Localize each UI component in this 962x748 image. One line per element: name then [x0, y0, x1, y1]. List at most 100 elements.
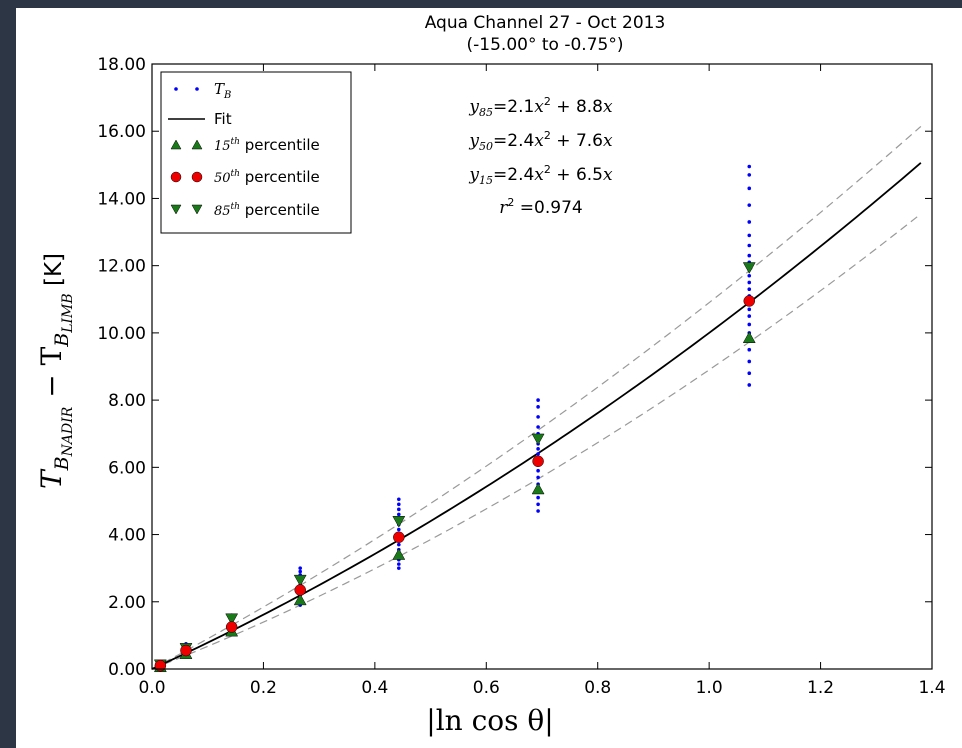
- tb-point: [536, 425, 540, 429]
- y-tick-label: 2.00: [108, 593, 146, 613]
- fit-curve-85: [151, 125, 922, 670]
- y-axis-label: TBNADIR − TBLIMB [K]: [35, 253, 76, 489]
- tb-point: [747, 371, 752, 376]
- tb-point: [747, 314, 752, 318]
- legend-label-p85: 85th percentile: [214, 201, 320, 219]
- legend-marker-tb-2: [195, 87, 199, 91]
- tb-point: [536, 495, 540, 500]
- p85-marker: [392, 516, 406, 528]
- tb-point: [536, 398, 540, 402]
- tb-point: [747, 273, 752, 278]
- tb-point: [536, 405, 540, 409]
- tb-point: [747, 347, 752, 352]
- legend-marker-p15-1: [170, 139, 182, 150]
- tb-point: [747, 287, 752, 291]
- y-tick-label: 10.00: [97, 324, 146, 344]
- p15-marker: [392, 548, 406, 560]
- legend-marker-p50-1: [170, 171, 182, 183]
- fit-equations: y85=2.1x2 + 8.8x y50=2.4x2 + 7.6x y15=2.…: [468, 95, 613, 218]
- x-tick-label: 0.0: [138, 678, 165, 698]
- x-tick-label: 1.4: [918, 678, 945, 698]
- legend-marker-p15-2: [191, 139, 203, 150]
- percentile-markers: [153, 262, 756, 673]
- p50-marker: [225, 621, 238, 633]
- x-axis-ticks: 0.0 0.2 0.4 0.6 0.8 1.0 1.2 1.4: [138, 64, 946, 698]
- x-tick-label: 0.6: [473, 678, 500, 698]
- tb-point: [747, 164, 752, 169]
- tb-point: [747, 307, 752, 312]
- tb-point: [397, 497, 401, 502]
- legend-label-p15: 15th percentile: [214, 136, 320, 154]
- tb-point: [397, 527, 401, 532]
- equation-85: y85=2.1x2 + 8.8x: [468, 95, 613, 119]
- fit-curve-15: [151, 213, 922, 670]
- equation-15: y15=2.4x2 + 6.5x: [468, 163, 613, 187]
- tb-point: [397, 512, 401, 517]
- p50-marker: [154, 659, 167, 672]
- chart-title: Aqua Channel 27 - Oct 2013: [425, 13, 666, 33]
- tb-point: [397, 542, 401, 547]
- tb-point: [298, 569, 303, 574]
- tb-point: [397, 507, 401, 512]
- y-axis-ticks: 0.00 2.00 4.00 6.00 8.00 10.00 12.00 14.00 16.00…: [97, 55, 932, 680]
- tb-point: [397, 502, 401, 507]
- tb-point: [747, 203, 752, 207]
- legend-marker-tb-1: [174, 87, 178, 91]
- y-tick-label: 16.00: [97, 122, 146, 142]
- tb-point: [747, 359, 752, 364]
- legend-marker-p85-1: [170, 204, 182, 215]
- tb-point: [298, 566, 303, 570]
- tb-point: [397, 566, 401, 570]
- legend-label-tb: TB: [214, 80, 231, 101]
- tb-point: [747, 383, 752, 387]
- chart-subtitle: (-15.00° to -0.75°): [467, 35, 624, 55]
- legend-label-p50: 50th percentile: [214, 168, 320, 186]
- tb-point: [536, 415, 540, 419]
- legend-marker-p50-2: [191, 171, 203, 183]
- tb-point: [747, 220, 752, 224]
- y-tick-label: 14.00: [97, 189, 146, 209]
- tb-point: [536, 475, 540, 480]
- y-tick-label: 6.00: [108, 458, 146, 478]
- tb-point: [747, 233, 752, 238]
- p50-marker: [180, 644, 192, 657]
- tb-point: [747, 186, 752, 191]
- y-tick-label: 4.00: [108, 526, 146, 546]
- p85-marker: [531, 433, 545, 446]
- equation-50: y50=2.4x2 + 7.6x: [468, 129, 613, 153]
- x-tick-label: 1.0: [696, 678, 723, 698]
- tb-point: [536, 502, 540, 507]
- tb-point: [536, 447, 540, 451]
- r-squared: r2 =0.974: [499, 196, 582, 218]
- y-tick-label: 8.00: [108, 391, 146, 411]
- legend-marker-p85-2: [191, 204, 203, 215]
- tb-point: [747, 243, 752, 248]
- scatter-chart: Aqua Channel 27 - Oct 2013 (-15.00° to -…: [35, 13, 946, 737]
- x-axis-label: |ln cos θ|: [426, 704, 553, 737]
- tb-point: [747, 173, 752, 177]
- y-tick-label: 18.00: [97, 55, 146, 75]
- p50-marker: [743, 295, 756, 307]
- figure-frame: Aqua Channel 27 - Oct 2013 (-15.00° to -…: [16, 8, 962, 748]
- tb-point: [536, 468, 540, 473]
- plot-border: [151, 63, 933, 670]
- x-tick-label: 0.2: [250, 678, 277, 698]
- tb-point: [397, 562, 401, 566]
- p85-marker: [293, 574, 307, 587]
- x-tick-label: 0.8: [584, 678, 611, 698]
- y-tick-label: 0.00: [108, 660, 146, 680]
- p85-marker: [742, 262, 756, 274]
- tb-point: [747, 253, 752, 258]
- x-tick-label: 0.4: [361, 678, 388, 698]
- tb-point: [536, 452, 540, 456]
- tb-point: [536, 509, 540, 513]
- tb-point: [747, 322, 752, 327]
- p50-marker: [393, 531, 405, 543]
- y-tick-label: 12.00: [97, 257, 146, 277]
- p15-marker: [742, 331, 756, 343]
- p15-marker: [531, 482, 545, 495]
- p50-marker: [532, 455, 544, 468]
- legend: TB Fit 15th percentile 50th percentile 8…: [160, 71, 352, 234]
- p15-marker: [293, 593, 307, 606]
- tb-point: [747, 280, 752, 285]
